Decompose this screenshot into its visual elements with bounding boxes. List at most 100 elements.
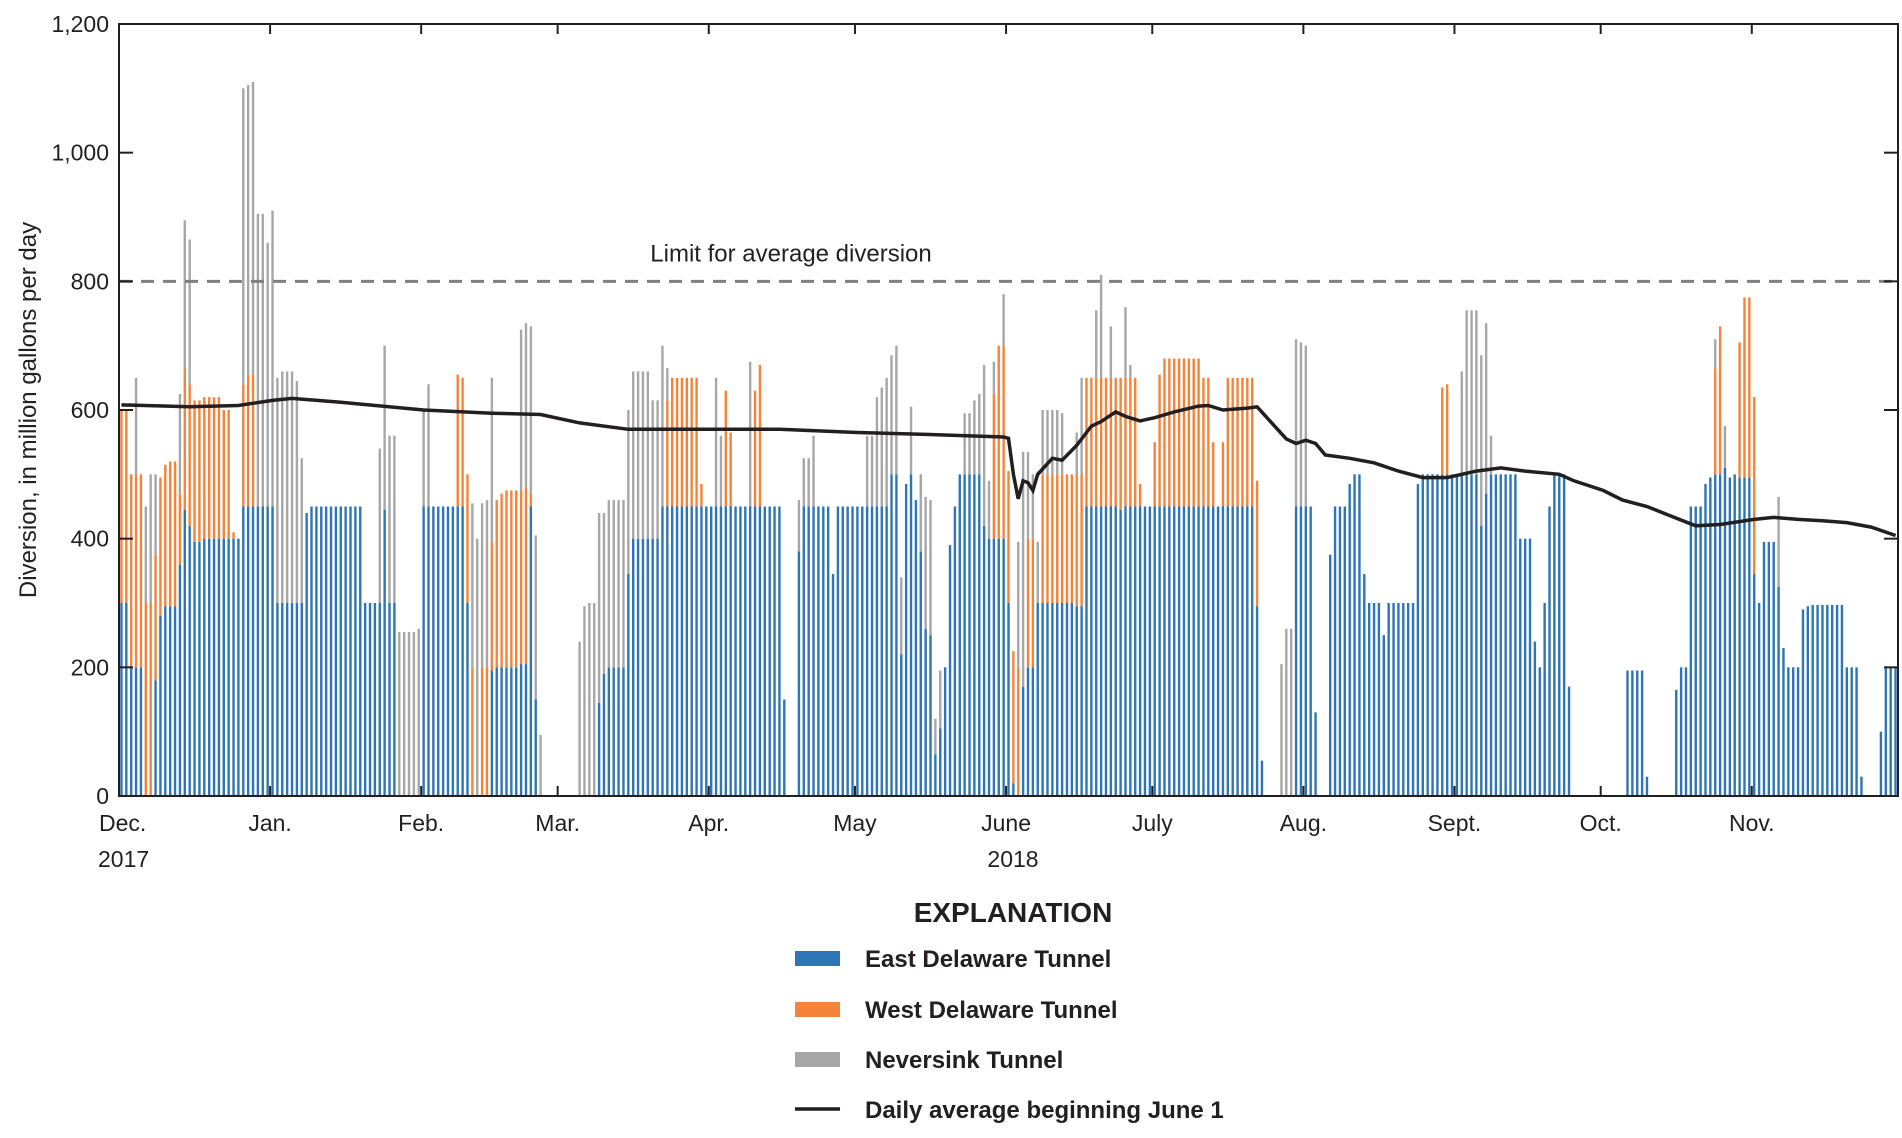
bar-east	[339, 506, 342, 796]
bar-west	[685, 377, 689, 507]
bar-east	[997, 538, 1000, 796]
bar-neversink	[1080, 377, 1083, 475]
bar-west	[1182, 358, 1186, 507]
bar-east	[636, 538, 640, 796]
legend-swatch-neversink	[795, 1052, 840, 1067]
bar-east	[1704, 483, 1707, 796]
bar-west	[1202, 377, 1205, 507]
bar-east	[1718, 474, 1722, 796]
bar-neversink	[422, 410, 425, 507]
bar-east	[1426, 474, 1429, 796]
bar-neversink	[1031, 474, 1035, 539]
bar-west	[246, 374, 250, 507]
bar-neversink	[1280, 664, 1283, 796]
bar-east	[188, 525, 191, 796]
bar-east	[1567, 686, 1571, 796]
bar-east	[846, 506, 849, 796]
bar-west	[505, 490, 508, 668]
bar-neversink	[1002, 294, 1005, 346]
bar-east	[817, 506, 820, 796]
bar-east	[1197, 506, 1200, 796]
bar-west	[193, 400, 196, 542]
bar-west	[485, 667, 489, 796]
bar-neversink	[987, 480, 991, 539]
bar-east	[1494, 474, 1498, 796]
bar-east	[963, 474, 966, 796]
bar-east	[1441, 474, 1444, 796]
bar-east	[943, 667, 947, 796]
bar-east	[714, 506, 718, 796]
bar-east	[1538, 667, 1541, 796]
bar-neversink	[480, 503, 484, 668]
bar-east	[968, 474, 971, 796]
bar-neversink	[661, 345, 664, 507]
bar-east	[597, 702, 601, 796]
bar-east	[1255, 606, 1259, 796]
bar-east	[865, 506, 869, 796]
bar-east	[1177, 506, 1181, 796]
bar-west	[675, 377, 679, 507]
y-tick-label: 600	[71, 397, 109, 423]
bar-west	[519, 490, 523, 665]
legend-swatch-west	[795, 1002, 840, 1017]
bar-neversink	[154, 474, 157, 555]
bar-neversink	[393, 435, 396, 603]
bar-east	[193, 541, 196, 796]
bar-east	[958, 474, 961, 796]
bar-east	[783, 699, 786, 796]
bar-east	[1358, 474, 1361, 796]
bar-west	[1173, 358, 1176, 507]
bar-east	[159, 615, 162, 796]
bar-east	[281, 603, 284, 796]
bar-east	[320, 506, 323, 796]
bar-neversink	[1021, 451, 1025, 687]
bar-east	[734, 506, 737, 796]
bar-west	[203, 397, 206, 539]
bar-east	[203, 538, 206, 796]
bar-east	[271, 506, 274, 796]
bar-east	[266, 506, 269, 796]
bar-east	[1343, 506, 1346, 796]
bar-west	[1065, 474, 1069, 603]
bar-west	[1738, 342, 1741, 478]
bar-east	[1806, 606, 1810, 796]
bar-east	[826, 506, 830, 796]
bar-east	[1134, 506, 1137, 796]
bar-neversink	[646, 371, 650, 539]
bar-east	[129, 667, 133, 796]
bar-neversink	[1124, 307, 1127, 378]
bar-neversink	[242, 88, 245, 385]
limit-label: Limit for average diversion	[650, 240, 931, 267]
bar-east	[836, 506, 840, 796]
bar-west	[125, 410, 128, 603]
y-tick-label: 1,200	[51, 11, 109, 37]
bar-east	[222, 538, 225, 796]
bar-west	[1060, 474, 1064, 603]
bar-neversink	[807, 458, 810, 507]
bar-east	[232, 538, 235, 796]
bar-west	[1748, 297, 1751, 478]
bar-east	[1226, 506, 1230, 796]
bar-west	[1114, 377, 1117, 507]
y-tick-label: 800	[71, 268, 109, 294]
bar-east	[505, 667, 508, 796]
axis-ticks	[119, 23, 1898, 797]
bar-east	[1182, 506, 1186, 796]
bar-east	[217, 538, 221, 796]
bar-east	[724, 506, 728, 796]
year-label-2017: 2017	[98, 846, 149, 872]
bar-east	[246, 506, 250, 796]
bar-east	[919, 551, 922, 796]
bar-neversink	[982, 364, 986, 526]
bar-west	[690, 377, 693, 507]
bar-neversink	[934, 718, 937, 755]
bar-east	[666, 506, 669, 796]
bar-west	[1109, 377, 1113, 507]
bar-east	[388, 603, 391, 796]
bar-east	[1626, 670, 1629, 796]
bar-east	[1041, 603, 1044, 796]
bar-west	[1187, 358, 1191, 507]
bar-east	[251, 506, 255, 796]
bar-neversink	[880, 387, 883, 507]
bar-east	[1860, 776, 1863, 796]
